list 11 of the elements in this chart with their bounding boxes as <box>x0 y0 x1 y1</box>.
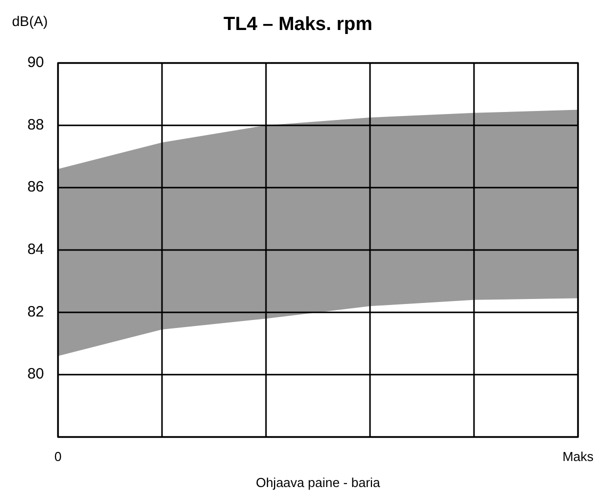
y-tick-label: 86 <box>27 178 44 196</box>
y-tick-label: 88 <box>27 116 44 134</box>
y-tick-label: 90 <box>27 54 44 71</box>
x-tick-label: 0 <box>54 449 62 464</box>
y-tick-label: 84 <box>27 240 44 258</box>
x-tick-label: Maks <box>562 449 594 464</box>
y-tick-label: 80 <box>27 366 44 383</box>
chart-title: TL4 – Maks. rpm <box>224 14 372 35</box>
y-axis-title: dB(A) <box>12 13 48 29</box>
y-tick-label: 82 <box>27 303 44 320</box>
x-axis-title: Ohjaava paine - baria <box>256 475 381 490</box>
